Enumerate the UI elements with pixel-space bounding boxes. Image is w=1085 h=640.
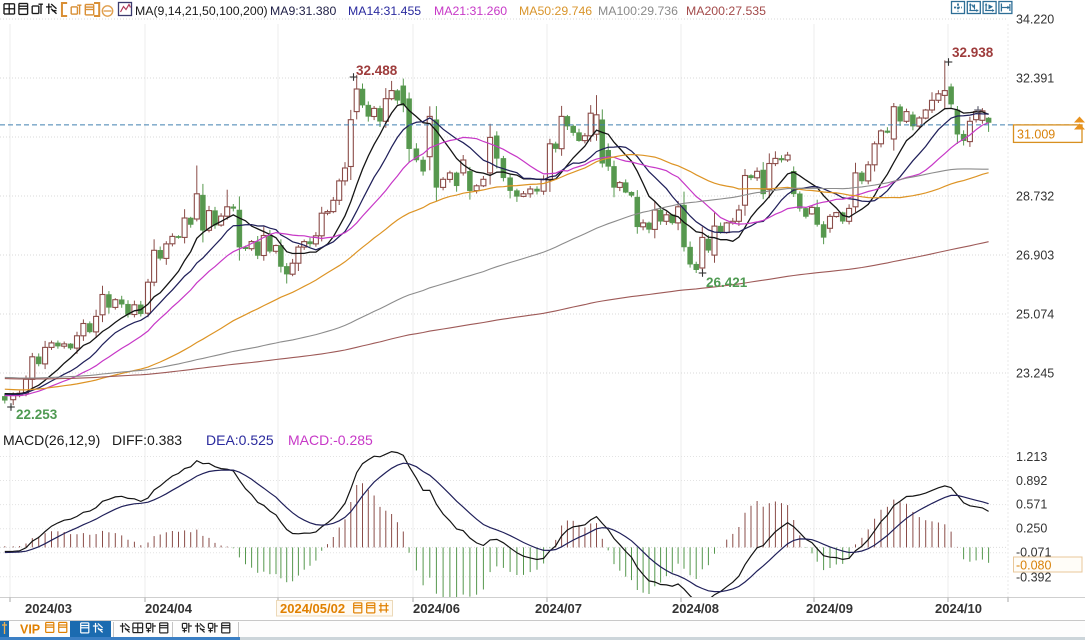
svg-text:31.009: 31.009 [1017,128,1055,142]
svg-text:MA200:27.535: MA200:27.535 [686,4,766,18]
svg-text:0.571: 0.571 [1016,498,1047,512]
svg-text:2024/05/02: 2024/05/02 [280,601,345,616]
svg-text:2024/09: 2024/09 [806,601,853,616]
svg-text:MACD(26,12,9): MACD(26,12,9) [3,432,100,448]
svg-text:26.421: 26.421 [706,275,748,290]
svg-text:2024/08: 2024/08 [672,601,719,616]
svg-text:MA100:29.736: MA100:29.736 [598,4,678,18]
svg-text:2024/10: 2024/10 [935,601,982,616]
svg-text:-0.071: -0.071 [1016,546,1051,560]
svg-text:DEA:0.525: DEA:0.525 [206,432,274,448]
svg-text:-0.392: -0.392 [1016,571,1051,585]
svg-text:32.391: 32.391 [1016,72,1054,86]
svg-text:28.732: 28.732 [1016,190,1054,204]
svg-text:2024/06: 2024/06 [413,601,460,616]
svg-text:DIFF:0.383: DIFF:0.383 [112,432,182,448]
svg-text:0.892: 0.892 [1016,474,1047,488]
svg-text:MA21:31.260: MA21:31.260 [434,4,507,18]
svg-text:MACD:-0.285: MACD:-0.285 [288,432,373,448]
svg-text:MA14:31.455: MA14:31.455 [348,4,421,18]
svg-text:1.213: 1.213 [1016,450,1047,464]
svg-text:2024/07: 2024/07 [535,601,582,616]
svg-text:2024/04: 2024/04 [145,601,193,616]
svg-text:VIP: VIP [20,623,40,637]
svg-text:MA(9,14,21,50,100,200): MA(9,14,21,50,100,200) [135,4,268,18]
svg-text:MA50:29.746: MA50:29.746 [519,4,592,18]
svg-text:23.245: 23.245 [1016,367,1054,381]
svg-text:26.903: 26.903 [1016,249,1054,263]
svg-text:-0.080: -0.080 [1016,559,1051,573]
svg-text:2024/03: 2024/03 [25,601,72,616]
svg-text:32.938: 32.938 [952,45,994,60]
svg-text:25.074: 25.074 [1016,308,1054,322]
svg-text:22.253: 22.253 [16,407,58,422]
svg-text:0.250: 0.250 [1016,522,1047,536]
svg-text:34.220: 34.220 [1016,13,1054,27]
svg-text:32.488: 32.488 [356,63,398,78]
svg-text:MA9:31.380: MA9:31.380 [270,4,336,18]
